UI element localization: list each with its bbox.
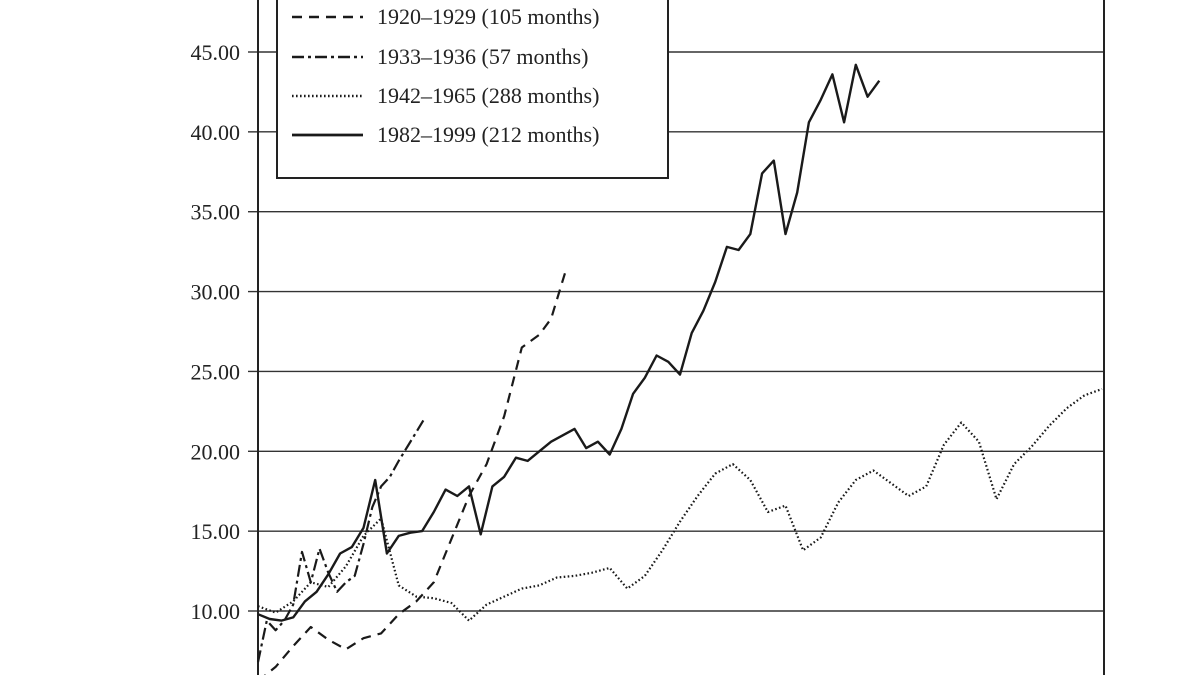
series-line-3 [257,387,1103,622]
series-line-2 [256,417,426,663]
y-tick-label: 35.00 [191,200,241,225]
plot-frame [257,0,1105,675]
legend-label-1: 1920–1929 (105 months) [377,4,599,29]
y-tick-label: 15.00 [191,519,241,544]
legend: 1920–1929 (105 months) 1933–1936 (57 mont… [276,0,669,179]
series-line-4 [257,63,881,622]
legend-box [276,0,669,179]
y-tick-label: 40.00 [191,120,241,145]
legend-label-2: 1933–1936 (57 months) [377,44,588,69]
y-tick-label: 25.00 [191,359,241,384]
legend-label-4: 1982–1999 (212 months) [377,122,599,147]
y-tick-label: 30.00 [191,280,241,305]
y-axis-ticks: 10.00 15.00 20.00 25.00 30.00 35.00 40.00 45.00 [191,40,258,624]
y-tick-label: 20.00 [191,439,241,464]
series-line-1 [263,270,567,675]
y-tick-label: 10.00 [191,599,241,624]
legend-label-3: 1942–1965 (288 months) [377,83,599,108]
y-tick-label: 45.00 [191,40,241,65]
series-group [256,63,1103,675]
